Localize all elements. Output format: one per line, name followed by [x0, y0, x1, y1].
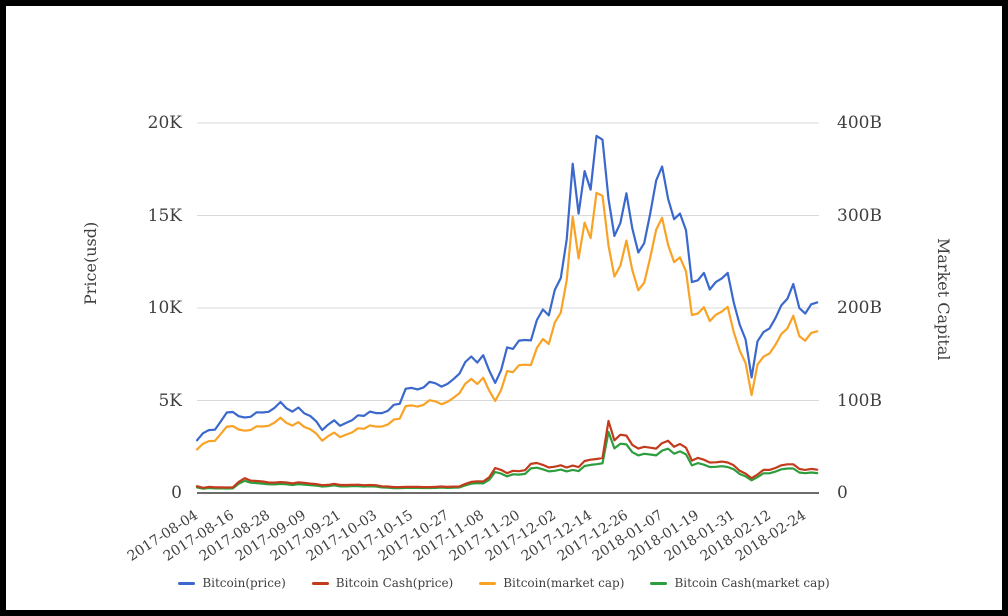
y-tick-label-right: 100B	[837, 390, 882, 411]
chart-stage: Price(usd) Market Capital 0 5K 10K 15K 20K 0…	[6, 6, 1002, 610]
y-tick-label-left: 15K	[147, 205, 182, 226]
legend-label: Bitcoin(market cap)	[503, 576, 625, 590]
legend: Bitcoin(price) Bitcoin Cash(price) Bitcoin…	[6, 576, 1002, 590]
y-tick-label-left: 20K	[147, 113, 182, 133]
legend-swatch-line-icon	[311, 581, 329, 585]
y-tick-label-left: 10K	[147, 298, 182, 318]
y-tick-label-left: 5K	[158, 390, 182, 411]
y-axis-title-right: Market Capital	[934, 238, 953, 361]
bitcoin-marketcap-line	[195, 191, 819, 451]
legend-label: Bitcoin Cash(price)	[335, 576, 454, 590]
y-tick-label-right: 200B	[837, 298, 882, 318]
y-tick-label-right: 400B	[837, 113, 882, 133]
legend-label: Bitcoin Cash(market cap)	[674, 576, 830, 590]
y-axis-title-left: Price(usd)	[81, 221, 100, 305]
y-tick-label-left: 0	[171, 483, 182, 503]
y-tick-label-right: 300B	[837, 205, 882, 226]
legend-item[interactable]: Bitcoin(market cap)	[479, 576, 624, 590]
legend-label: Bitcoin(price)	[202, 576, 286, 590]
bitcoin-cash-marketcap-line	[195, 430, 819, 490]
legend-item[interactable]: Bitcoin Cash(market cap)	[650, 576, 830, 590]
legend-swatch-line-icon	[178, 581, 196, 585]
bitcoin-price-line	[195, 134, 819, 442]
legend-swatch-line-icon	[479, 581, 497, 585]
legend-item[interactable]: Bitcoin Cash(price)	[311, 576, 454, 590]
legend-swatch-line-icon	[650, 581, 668, 585]
y-tick-label-right: 0	[837, 483, 848, 503]
legend-item[interactable]: Bitcoin(price)	[178, 576, 286, 590]
chart-canvas	[195, 122, 819, 494]
bitcoin-cash-price-line	[195, 419, 819, 489]
